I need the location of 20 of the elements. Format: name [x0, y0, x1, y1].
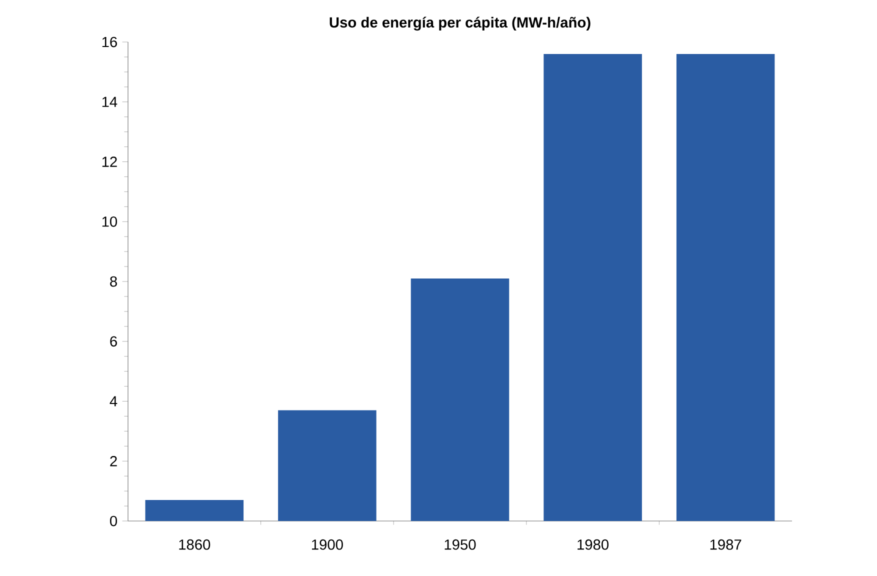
- x-tick-label: 1900: [312, 539, 343, 550]
- x-tick-label: 1980: [578, 539, 609, 550]
- y-tick-label: 16: [102, 36, 117, 48]
- bar: [410, 278, 510, 521]
- x-tick-label: 1950: [444, 539, 476, 550]
- bar: [544, 54, 642, 521]
- y-tick-label: 4: [110, 396, 118, 406]
- y-tick-label: 0: [110, 516, 118, 526]
- y-tick-label: 6: [110, 336, 117, 347]
- y-tick-label: 2: [110, 456, 117, 466]
- y-tick-label: 8: [110, 276, 117, 287]
- y-tick-label: 14: [102, 96, 118, 107]
- y-tick-label: 12: [102, 156, 117, 167]
- chart-title: Uso de energía per cápita (MW-h/año): [330, 16, 590, 31]
- bar: [145, 500, 244, 521]
- bar: [278, 410, 376, 521]
- x-tick-label: 1987: [710, 539, 742, 550]
- y-tick-label: 10: [102, 216, 118, 227]
- bar: [676, 54, 775, 521]
- x-tick-label: 1860: [179, 539, 210, 550]
